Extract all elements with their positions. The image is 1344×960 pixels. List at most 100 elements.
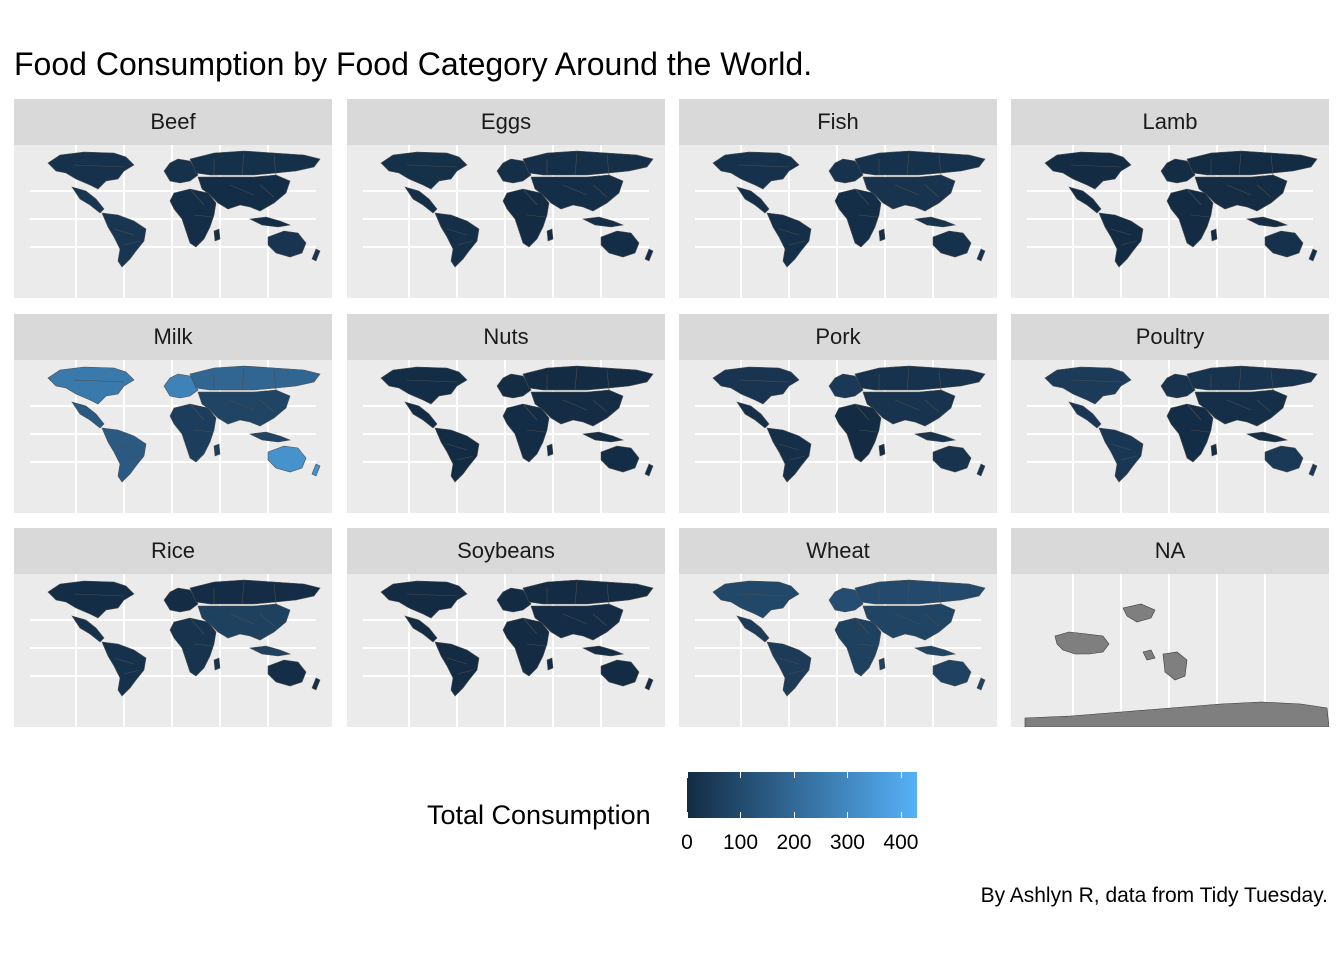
region-asia — [530, 389, 624, 427]
legend-tick-mark — [900, 812, 902, 818]
region-russia — [189, 365, 321, 391]
facet-strip-label: Poultry — [1011, 314, 1329, 360]
region-new-zealand — [976, 248, 986, 262]
legend-tick-label: 200 — [776, 831, 812, 854]
region-africa — [169, 403, 217, 463]
map-svg — [363, 145, 654, 298]
facet-strip-label: NA — [1011, 528, 1329, 574]
region-russia — [522, 150, 654, 176]
region-south-america — [434, 212, 480, 268]
region-madagascar — [878, 657, 886, 671]
region-madagascar — [213, 657, 221, 671]
na-region-greenland — [1122, 603, 1156, 623]
region-russia — [854, 579, 986, 605]
region-indonesia — [248, 431, 292, 443]
region-central-america — [404, 401, 438, 429]
region-oceania — [932, 230, 972, 258]
region-south-america — [766, 212, 812, 268]
facet-strip-label: Nuts — [347, 314, 665, 360]
legend-tick-mark — [793, 812, 795, 818]
region-north-america — [1044, 151, 1132, 190]
region-central-america — [71, 401, 105, 429]
facet-strip-label: Lamb — [1011, 99, 1329, 145]
map-panel — [679, 360, 997, 513]
map-svg — [1024, 574, 1329, 727]
legend-tick-mark — [847, 772, 849, 778]
facet-strip-label: Milk — [14, 314, 332, 360]
country-borders — [738, 581, 942, 675]
facet-panel: Pork — [679, 314, 997, 513]
facet-panel: Eggs — [347, 99, 665, 298]
region-south-america — [766, 641, 812, 697]
region-africa — [502, 188, 550, 248]
facet-panel: NA — [1011, 528, 1329, 727]
legend-tick-mark — [740, 772, 742, 778]
legend-tick-label: 100 — [722, 831, 759, 854]
na-region-africa-part — [1162, 651, 1188, 681]
page-title: Food Consumption by Food Category Around… — [14, 46, 813, 82]
region-indonesia — [913, 645, 957, 657]
region-indonesia — [248, 216, 292, 228]
country-borders — [738, 367, 942, 461]
region-indonesia — [581, 216, 625, 228]
region-north-america — [47, 366, 135, 405]
country-borders — [1070, 367, 1274, 461]
region-indonesia — [581, 431, 625, 443]
region-oceania — [267, 659, 307, 687]
facet-panel: Milk — [14, 314, 332, 513]
legend-title: Total Consumption — [427, 800, 651, 830]
facet-panel: Soybeans — [347, 528, 665, 727]
map-svg — [695, 360, 986, 513]
region-oceania — [600, 659, 640, 687]
region-asia — [862, 603, 956, 641]
map-panel — [14, 145, 332, 298]
region-asia — [197, 603, 291, 641]
region-asia — [1194, 389, 1288, 427]
legend-tick-mark — [900, 772, 902, 778]
region-africa — [834, 617, 882, 677]
na-region-middle-east — [1142, 649, 1156, 661]
region-oceania — [1264, 230, 1304, 258]
country-borders — [73, 367, 277, 461]
region-new-zealand — [644, 463, 654, 477]
region-madagascar — [546, 443, 554, 457]
country-borders — [73, 581, 277, 675]
region-central-america — [1068, 186, 1102, 214]
region-central-america — [71, 615, 105, 643]
region-russia — [854, 150, 986, 176]
region-south-america — [1098, 427, 1144, 483]
region-russia — [1186, 365, 1318, 391]
region-south-america — [434, 641, 480, 697]
region-south-america — [434, 427, 480, 483]
map-svg — [1027, 145, 1318, 298]
map-svg — [30, 145, 321, 298]
facet-strip-label: Pork — [679, 314, 997, 360]
region-oceania — [1264, 445, 1304, 473]
region-north-america — [1044, 366, 1132, 405]
region-oceania — [600, 445, 640, 473]
region-africa — [502, 617, 550, 677]
map-panel — [1011, 360, 1329, 513]
facet-panel: Beef — [14, 99, 332, 298]
region-madagascar — [1210, 228, 1218, 242]
facet-strip-label: Wheat — [679, 528, 997, 574]
region-africa — [169, 617, 217, 677]
region-africa — [169, 188, 217, 248]
facet-panel: Poultry — [1011, 314, 1329, 513]
map-panel — [14, 574, 332, 727]
region-africa — [502, 403, 550, 463]
region-russia — [189, 150, 321, 176]
region-north-america — [712, 580, 800, 619]
region-north-america — [712, 151, 800, 190]
region-asia — [862, 174, 956, 212]
facet-strip-label: Rice — [14, 528, 332, 574]
facet-panel: Nuts — [347, 314, 665, 513]
legend-tick-mark — [687, 772, 688, 778]
region-russia — [522, 365, 654, 391]
country-borders — [406, 367, 610, 461]
region-new-zealand — [1308, 463, 1318, 477]
region-indonesia — [1245, 216, 1289, 228]
legend-tick-label: 0 — [681, 831, 693, 854]
region-indonesia — [913, 216, 957, 228]
legend-colorbar — [687, 772, 917, 818]
